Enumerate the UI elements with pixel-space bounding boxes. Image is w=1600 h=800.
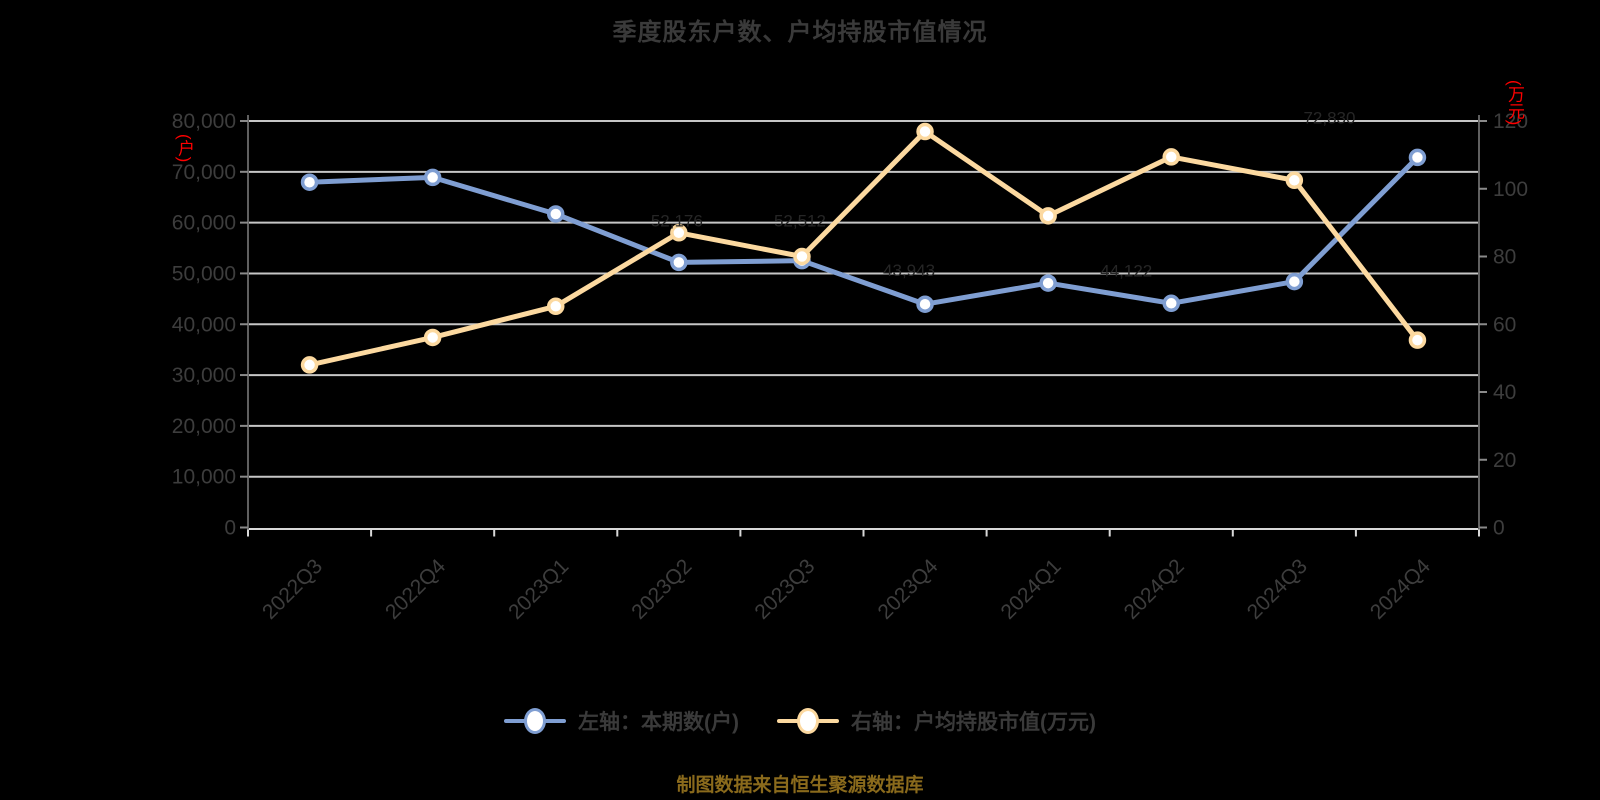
right-axis-tick-label: 120 (1493, 110, 1528, 133)
x-axis-tick-label: 2023Q1 (504, 555, 573, 624)
data-point[interactable] (793, 247, 811, 266)
data-point[interactable] (1408, 331, 1427, 349)
legend-item-avg-holding-value[interactable]: 右轴：户均持股市值(万元) (777, 706, 1096, 736)
line-marker-icon (777, 708, 839, 734)
data-point[interactable] (423, 328, 442, 347)
right-axis-tick-label: 40 (1493, 381, 1516, 404)
legend-label: 右轴：户均持股市值(万元) (851, 711, 1096, 734)
x-axis-tick-label: 2024Q4 (1366, 555, 1435, 624)
point-label: 52,512 (774, 212, 826, 231)
point-label: 52,176 (651, 211, 703, 230)
data-point[interactable] (1408, 148, 1427, 167)
data-point[interactable] (1162, 148, 1180, 166)
x-axis-tick-label: 2023Q4 (873, 555, 942, 624)
legend-item-shareholder-count[interactable]: 左轴：本期数(户) (504, 706, 739, 736)
right-axis-tick-label: 80 (1493, 246, 1516, 269)
left-axis-unit-label: (户) (175, 134, 194, 163)
data-point[interactable] (1285, 272, 1304, 291)
data-point[interactable] (300, 173, 319, 191)
point-label: 43,943 (883, 261, 935, 280)
x-axis-tick-label: 2024Q3 (1243, 555, 1312, 624)
data-source-caption: 制图数据来自恒生聚源数据库 (676, 775, 924, 796)
data-point[interactable] (916, 295, 934, 313)
right-axis-tick-label: 100 (1493, 178, 1528, 201)
point-label: 44,122 (1100, 261, 1152, 280)
legend-label: 左轴：本期数(户) (578, 711, 739, 734)
x-axis-tick-label: 2024Q2 (1120, 555, 1189, 624)
chart-title: 季度股东户数、户均持股市值情况 (612, 19, 988, 46)
data-point[interactable] (1039, 207, 1057, 225)
data-point[interactable] (1285, 171, 1304, 190)
left-axis-tick-label: 40,000 (172, 313, 236, 336)
point-label: 72,830 (1303, 108, 1355, 127)
right-axis-tick-label: 60 (1493, 313, 1516, 336)
left-axis-tick-label: 30,000 (172, 364, 236, 387)
data-point[interactable] (1039, 274, 1057, 292)
data-point[interactable] (1162, 294, 1180, 313)
data-point[interactable] (670, 224, 688, 242)
data-point[interactable] (547, 297, 565, 316)
line-marker-icon (504, 708, 566, 734)
left-axis-tick-label: 80,000 (172, 110, 236, 133)
left-axis-tick-label: 70,000 (172, 161, 236, 184)
left-axis-tick-label: 50,000 (172, 262, 236, 285)
x-axis-tick-label: 2022Q3 (258, 555, 327, 624)
right-axis-tick-label: 0 (1493, 517, 1505, 540)
data-point[interactable] (670, 253, 688, 272)
data-point[interactable] (916, 122, 934, 141)
data-point[interactable] (547, 205, 565, 223)
x-axis-tick-label: 2024Q1 (997, 555, 1066, 624)
right-axis-unit-label: (万元) (1505, 80, 1524, 126)
series-line-0 (307, 154, 1420, 307)
left-axis-tick-label: 10,000 (172, 466, 236, 489)
data-point[interactable] (423, 168, 442, 187)
left-axis-tick-label: 20,000 (172, 415, 236, 438)
x-axis-tick-label: 2023Q3 (750, 555, 819, 624)
x-axis-tick-label: 2023Q2 (627, 555, 696, 624)
data-point[interactable] (300, 356, 319, 374)
legend: 左轴：本期数(户) 右轴：户均持股市值(万元) (0, 706, 1600, 736)
left-axis-tick-label: 60,000 (172, 212, 236, 235)
x-axis-tick-label: 2022Q4 (381, 555, 450, 624)
right-axis-tick-label: 20 (1493, 449, 1516, 472)
left-axis-tick-label: 0 (224, 517, 236, 540)
series-line-1 (307, 129, 1420, 368)
